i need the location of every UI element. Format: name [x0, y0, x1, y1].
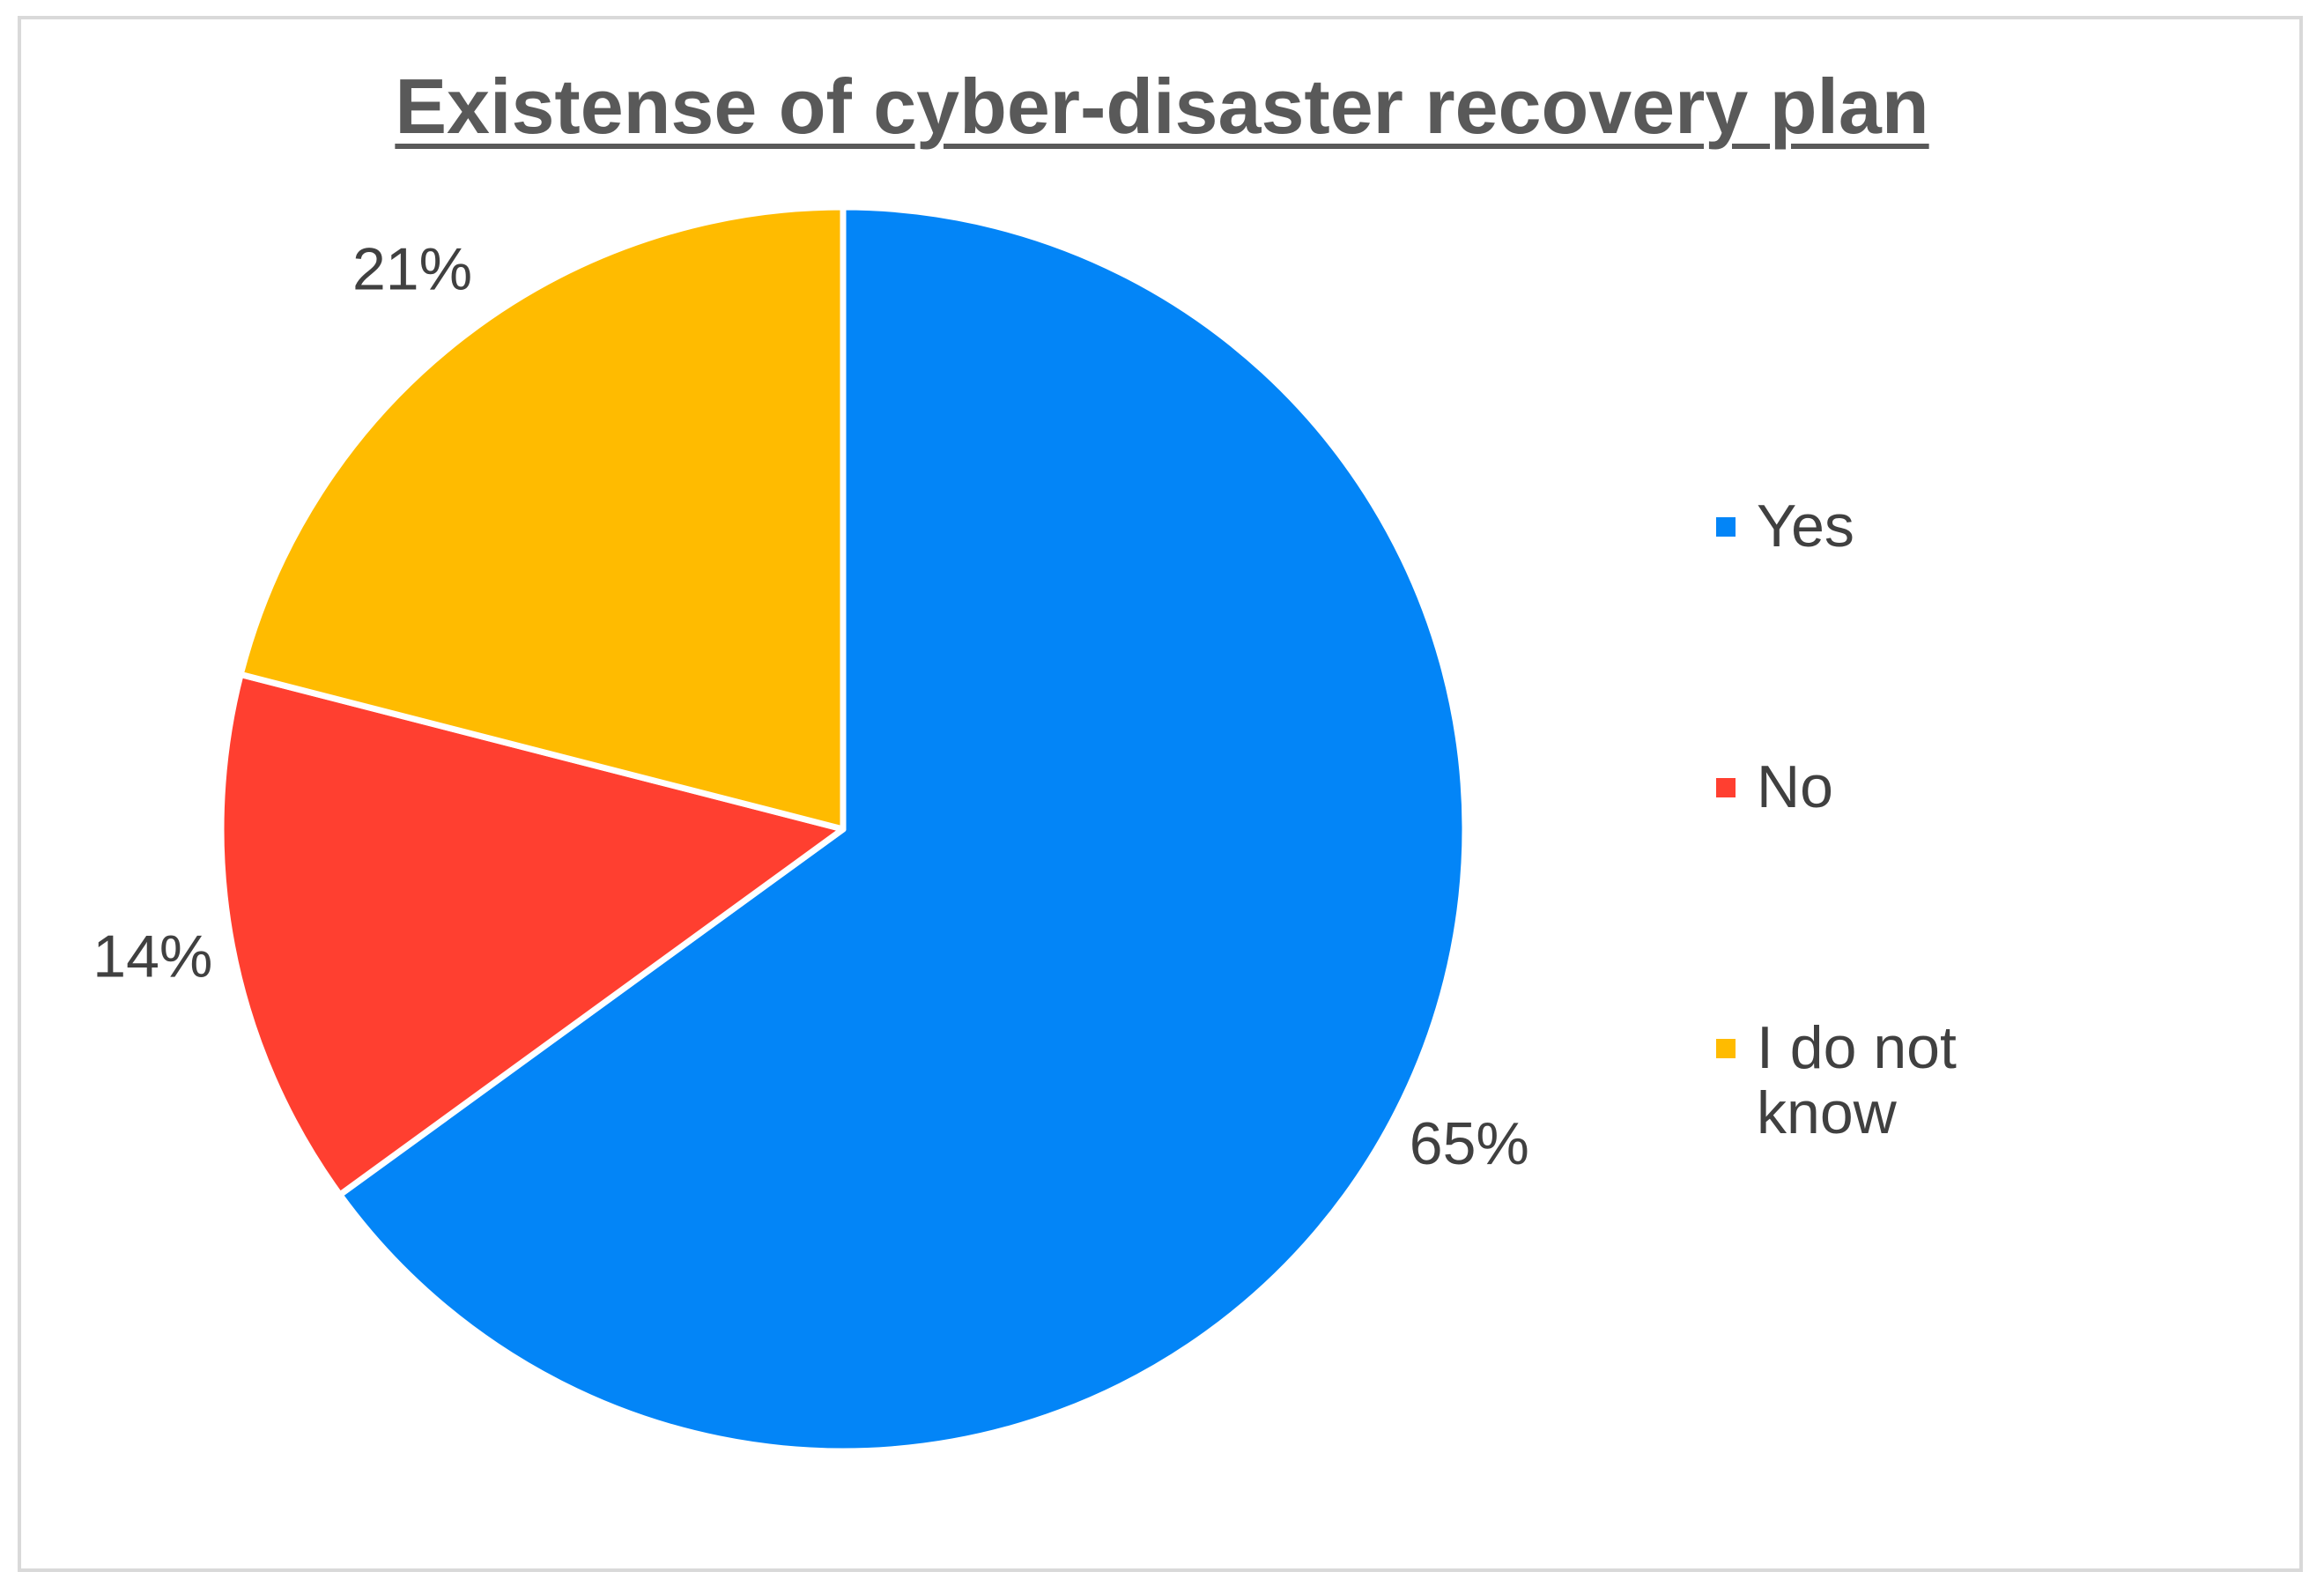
legend-swatch-i-do-not-know [1716, 1039, 1736, 1058]
data-label-i-do-not-know: 21% [352, 236, 472, 303]
legend-item-i-do-not-know: I do not know [1716, 1015, 2021, 1145]
legend-swatch-no [1716, 778, 1736, 797]
chart-title: Existense of cyber-disaster recovery pla… [395, 63, 1929, 150]
pie-slices [218, 204, 1469, 1455]
data-label-no: 14% [93, 923, 212, 990]
pie-slice-no [218, 671, 847, 1198]
pie-slice-yes [337, 204, 1469, 1455]
data-label-yes: 65% [1410, 1110, 1529, 1177]
legend-swatch-yes [1716, 517, 1736, 537]
legend-item-yes: Yes [1716, 493, 2021, 559]
legend-label-yes: Yes [1757, 493, 1854, 560]
pie-data-labels: 65% 14% 21% [93, 236, 1529, 1178]
legend-item-no: No [1716, 754, 2021, 819]
legend-label-i-do-not-know: I do not know [1757, 1014, 1957, 1146]
legend-label-no: No [1757, 753, 1833, 820]
pie-slice-i-do-not-know [237, 204, 847, 833]
